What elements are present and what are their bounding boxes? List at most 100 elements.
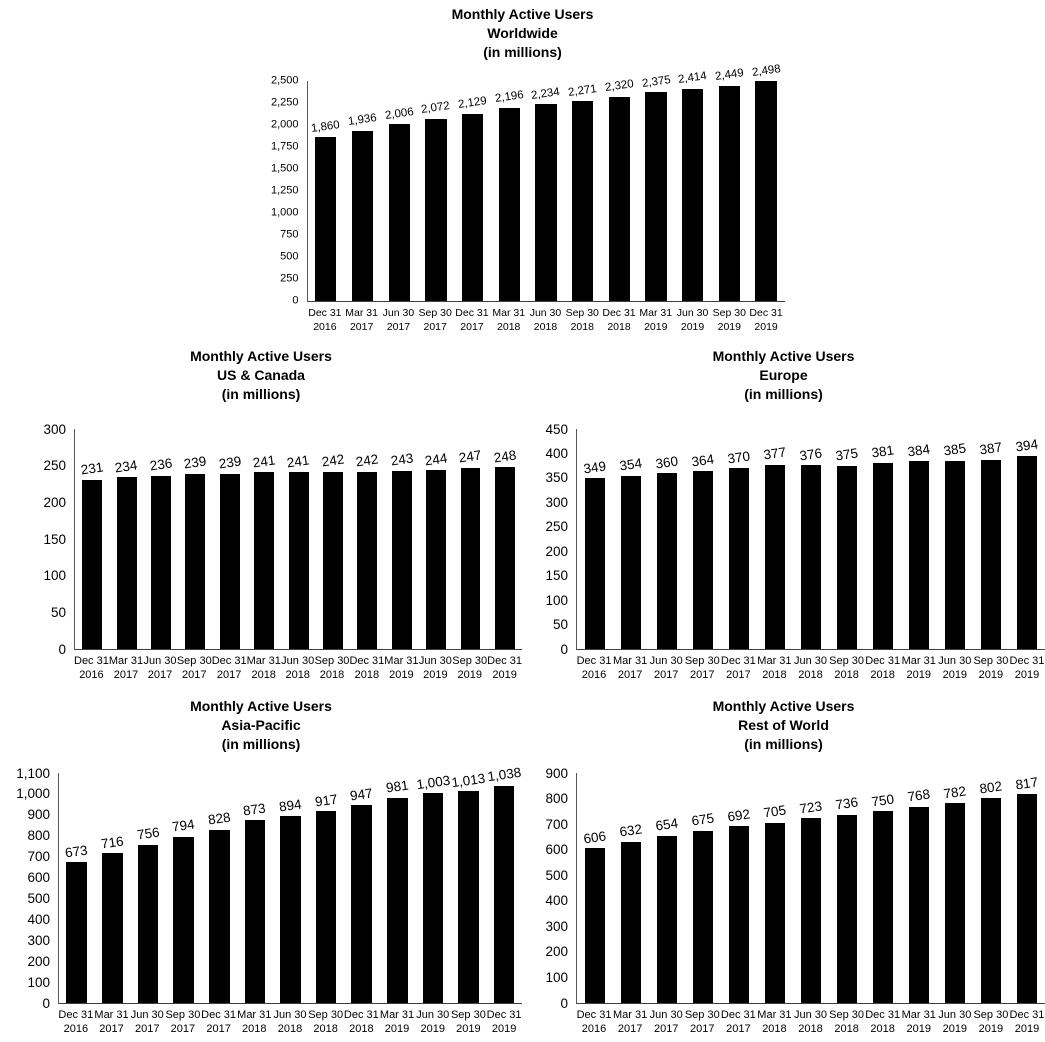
chart-title-europe: Monthly Active Users Europe (in millions… [522, 347, 1045, 404]
bar-slot: 364 [685, 429, 721, 649]
x-axis-label-year: 2017 [113, 669, 139, 681]
x-axis-label: Jun 30 2018 [281, 654, 315, 682]
bar [315, 811, 337, 1003]
plot-area: 1,860 1,936 2,006 2,072 2,129 2,196 2,234 2,271… [306, 63, 785, 302]
x-axis-label: Mar 31 2018 [236, 1008, 272, 1036]
y-tick-label: 300 [545, 494, 568, 510]
x-axis-label-date: Mar 31 [639, 307, 673, 319]
x-axis-label-date: Jun 30 [143, 655, 177, 667]
bar [244, 820, 266, 1003]
x-axis-label: Dec 31 2016 [58, 1008, 94, 1036]
bar-slot: 394 [1009, 429, 1045, 649]
x-axis-label-year: 2018 [349, 1023, 374, 1035]
bar [980, 798, 1002, 1003]
y-tick-label: 100 [27, 974, 50, 990]
bar-slot: 2,234 [528, 81, 565, 301]
x-axis-label: Jun 30 2018 [272, 1008, 308, 1036]
x-axis-label-year: 2019 [389, 669, 414, 681]
chart-title-us-canada: Monthly Active Users US & Canada (in mil… [0, 347, 522, 404]
bar [692, 471, 714, 649]
x-axis-label: Mar 31 2019 [384, 654, 418, 682]
y-tick-label: 250 [280, 272, 299, 285]
x-axis-label: Mar 31 2018 [756, 1008, 792, 1036]
x-axis-label: Dec 31 2018 [344, 1008, 380, 1036]
y-tick-label: 800 [545, 790, 568, 806]
x-axis-label-year: 2019 [420, 1023, 445, 1035]
x-axis-label: Sep 30 2018 [308, 1008, 344, 1036]
x-axis-label-date: Dec 31 [308, 307, 342, 319]
x-axis-label-year: 2019 [1014, 1023, 1040, 1035]
x-axis-label-year: 2018 [798, 1023, 823, 1035]
bar-slot: 1,013 [451, 770, 487, 1003]
x-axis-label-year: 2019 [978, 1023, 1004, 1035]
y-tick-label: 500 [27, 890, 50, 906]
x-axis-label-date: Jun 30 [529, 307, 562, 319]
x-axis: Dec 31 2016 Mar 31 2017 Jun 30 2017 Sep 30 2017… [307, 306, 785, 334]
x-axis-label: Dec 31 2017 [201, 1008, 237, 1036]
bar-slot: 2,375 [638, 74, 675, 301]
x-axis-label: Sep 30 2018 [829, 1008, 865, 1036]
x-axis-label: Mar 31 2017 [612, 1008, 648, 1036]
x-axis-label-year: 2017 [206, 1023, 231, 1035]
x-axis-label-year: 2016 [581, 669, 607, 681]
x-axis-label: Sep 30 2017 [684, 1008, 720, 1036]
x-axis-label-date: Mar 31 [108, 655, 144, 667]
bar-slot: 817 [1009, 773, 1045, 1003]
bar [422, 793, 444, 1003]
x-axis-label: Sep 30 2019 [973, 1008, 1009, 1036]
bar-slot: 917 [308, 773, 344, 1003]
y-tick-label: 150 [43, 531, 66, 547]
y-tick-label: 400 [27, 911, 50, 927]
chart-title-rest-of-world: Monthly Active Users Rest of World (in m… [522, 697, 1045, 754]
x-axis-label-year: 2018 [870, 669, 895, 681]
x-axis-label-date: Sep 30 [684, 1009, 720, 1021]
x-axis-label: Mar 31 2019 [379, 1008, 415, 1036]
bar [351, 130, 374, 301]
chart-title-line: Monthly Active Users [712, 698, 855, 714]
bar-slot: 385 [937, 429, 973, 649]
x-axis-label-date: Sep 30 [829, 655, 865, 667]
x-axis-label-year: 2017 [617, 1023, 643, 1035]
x-axis-label-date: Sep 30 [565, 307, 599, 319]
x-axis-label-year: 2018 [762, 1023, 787, 1035]
x-axis-label-year: 2019 [492, 669, 517, 681]
x-axis-label-date: Dec 31 [349, 655, 385, 667]
x-axis-label: Dec 31 2017 [212, 654, 247, 682]
y-tick-label: 350 [545, 470, 568, 486]
x-axis-label: Mar 31 2017 [94, 1008, 130, 1036]
bar-slot: 381 [865, 429, 901, 649]
y-tick-label: 400 [545, 445, 568, 461]
plot-area: 349 354 360 364 370 377 376 375 381 384 385 387 394 [576, 429, 1045, 650]
x-axis-label-date: Jun 30 [281, 655, 315, 667]
bar-slot: 239 [178, 429, 212, 649]
chart-worldwide: Monthly Active Users Worldwide (in milli… [261, 5, 785, 334]
bar-slot: 802 [973, 773, 1009, 1003]
bar [66, 862, 88, 1003]
x-axis-label-date: Jun 30 [938, 1009, 972, 1021]
bar-slot: 242 [316, 429, 350, 649]
bar-slot: 349 [577, 429, 613, 649]
y-tick-label: 200 [43, 494, 66, 510]
x-axis-label-date: Jun 30 [938, 655, 972, 667]
x-axis-label-year: 2017 [182, 669, 207, 681]
y-tick-label: 600 [545, 841, 568, 857]
x-axis-label-year: 2019 [754, 321, 778, 333]
x-axis-label-year: 2018 [834, 1023, 859, 1035]
bar-slot: 234 [109, 429, 143, 649]
x-axis-label: Mar 31 2019 [637, 306, 674, 334]
x-axis-label: Jun 30 2019 [937, 654, 973, 682]
bar-slot: 1,003 [415, 773, 451, 1003]
x-axis-label-year: 2019 [942, 1023, 968, 1035]
x-axis-label-date: Mar 31 [379, 1009, 415, 1021]
x-axis-label-date: Jun 30 [382, 307, 415, 319]
bar-slot: 247 [453, 429, 487, 649]
x-axis-label-year: 2018 [277, 1023, 303, 1035]
bar [494, 467, 515, 649]
x-axis-label: Jun 30 2017 [648, 1008, 684, 1036]
bar [208, 829, 230, 1003]
x-axis-label-year: 2017 [349, 321, 374, 333]
y-tick-label: 0 [560, 995, 568, 1011]
x-axis-label: Dec 31 2019 [748, 306, 785, 334]
x-axis-label-date: Dec 31 [576, 1009, 612, 1021]
bar [1016, 794, 1038, 1003]
